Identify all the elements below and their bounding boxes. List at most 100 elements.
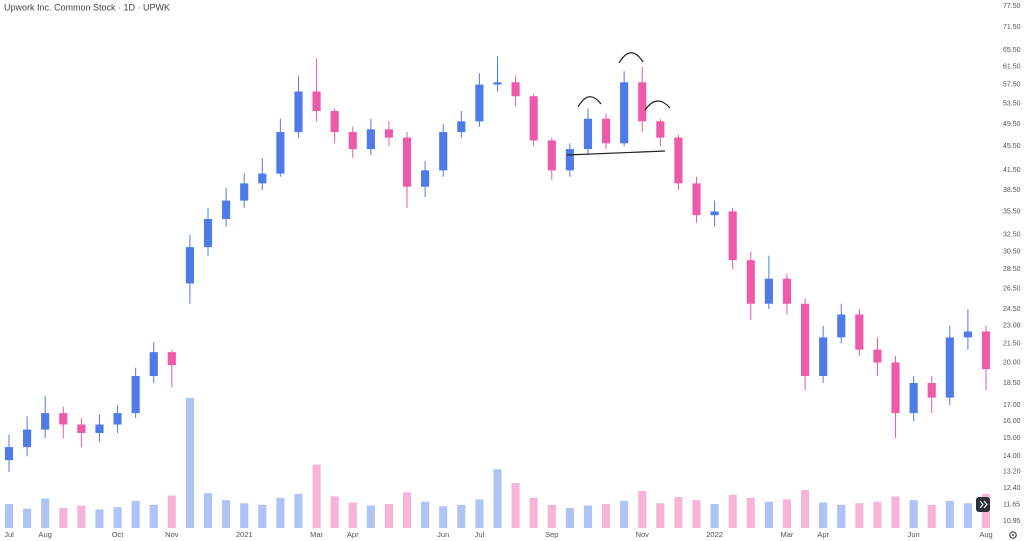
volume-bar: [511, 483, 520, 528]
volume-bar: [674, 497, 683, 528]
x-tick-label: 2022: [706, 530, 723, 539]
volume-bar: [656, 503, 665, 528]
candle-body: [348, 132, 357, 150]
volume-bar: [620, 500, 629, 528]
x-tick-label: Jul: [475, 530, 485, 539]
pattern-annotation: [566, 52, 671, 156]
candle-body: [565, 149, 574, 171]
candle-body: [402, 137, 412, 187]
volume-bar: [348, 502, 357, 528]
volume-bar: [963, 503, 972, 528]
x-tick-label: Mar: [310, 530, 323, 539]
settings-button[interactable]: [1009, 531, 1017, 539]
volume-bar: [41, 498, 50, 528]
candle-body: [945, 337, 954, 398]
x-tick-label: Nov: [636, 530, 650, 539]
volume-bar: [421, 501, 430, 528]
candle-body: [674, 137, 683, 184]
y-tick-label: 23.00: [1003, 323, 1021, 330]
neckline: [566, 150, 666, 156]
y-tick-label: 45.50: [1003, 143, 1021, 150]
volume-bar: [222, 500, 231, 528]
scroll-button[interactable]: [976, 497, 990, 512]
candle-body: [710, 211, 719, 216]
candle-body: [547, 140, 556, 171]
x-tick-label: Jun: [908, 530, 920, 539]
volume-bar: [203, 493, 213, 528]
candle-body: [167, 352, 176, 366]
x-tick-label: Sep: [545, 530, 558, 539]
y-tick-label: 28.50: [1003, 266, 1021, 273]
candle-body: [981, 331, 991, 370]
volume-bar: [583, 505, 593, 528]
x-tick-label: 2021: [236, 530, 253, 539]
y-tick-label: 38.50: [1003, 187, 1021, 194]
candle-body: [511, 82, 520, 97]
volume-bar: [167, 495, 176, 528]
candle-body: [891, 362, 900, 414]
y-tick-label: 65.50: [1003, 47, 1021, 54]
candle-body: [258, 173, 267, 184]
volume-bar: [439, 506, 448, 528]
y-tick-label: 53.50: [1003, 100, 1021, 107]
y-tick-label: 77.50: [1003, 3, 1021, 10]
candle-body: [366, 129, 375, 150]
candle-body: [656, 121, 665, 138]
candle-body: [692, 183, 701, 216]
candle-body: [131, 375, 140, 414]
candle-body: [59, 413, 68, 425]
volume-bar: [258, 504, 267, 528]
volume-bar: [728, 494, 737, 528]
volume-bar: [710, 504, 719, 528]
candle-body: [294, 91, 303, 133]
candle-body: [222, 200, 231, 219]
x-tick-label: Jun: [437, 530, 449, 539]
volume-bar: [855, 503, 864, 528]
candle-body: [439, 132, 448, 171]
volume-bar: [77, 505, 86, 528]
candle-body: [330, 111, 339, 133]
candle-body: [457, 121, 466, 133]
volume-bar: [638, 490, 647, 528]
candle-body: [927, 382, 936, 398]
volume-bar: [529, 497, 538, 528]
y-tick-label: 18.50: [1003, 380, 1021, 387]
y-tick-label: 61.50: [1003, 64, 1021, 71]
scroll-button-icon[interactable]: [979, 500, 988, 509]
y-tick-label: 12.40: [1003, 485, 1021, 492]
candle-body: [312, 91, 321, 112]
y-tick-label: 41.50: [1003, 167, 1021, 174]
volume-bar: [384, 504, 394, 528]
volume-bar: [131, 500, 140, 528]
right-shoulder-arc: [644, 100, 671, 111]
volume-bar: [493, 469, 502, 528]
volume-bar: [837, 504, 846, 528]
volume-bar: [185, 398, 194, 528]
candle-body: [493, 82, 502, 85]
volume-bar: [873, 501, 882, 528]
y-tick-label: 30.50: [1003, 248, 1021, 255]
volume-bar: [945, 500, 954, 528]
chart-title: Upwork Inc. Common Stock · 1D · UPWK: [4, 2, 170, 12]
candle-body: [909, 382, 918, 414]
volume-bar: [547, 504, 556, 528]
volume-bar: [95, 509, 104, 528]
settings-icon-center[interactable]: [1012, 534, 1014, 536]
x-tick-label: Nov: [165, 530, 179, 539]
candle-layer: [4, 56, 991, 472]
candle-body: [41, 413, 50, 430]
candle-body: [782, 278, 792, 304]
candle-body: [149, 352, 158, 376]
x-tick-label: Aug: [39, 530, 52, 539]
candle-body: [638, 82, 647, 122]
x-tick-label: Oct: [112, 530, 125, 539]
y-tick-label: 11.65: [1003, 502, 1020, 509]
volume-bar: [149, 504, 158, 528]
left-shoulder-arc: [577, 96, 602, 108]
settings-icon[interactable]: [1009, 531, 1017, 539]
candle-body: [240, 183, 249, 201]
y-tick-label: 13.20: [1003, 469, 1021, 476]
candle-body: [764, 278, 773, 304]
